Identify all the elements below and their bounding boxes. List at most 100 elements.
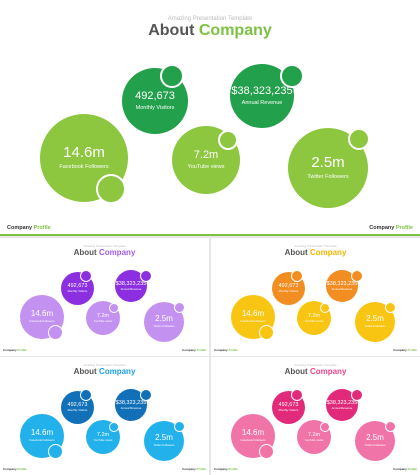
footer-left-word: Company (3, 467, 17, 471)
visitors-value: 492,673 (278, 283, 299, 290)
footer-left-word: Company (214, 348, 228, 352)
twitter-label: Twitter Followers (364, 443, 386, 448)
revenue-label: Annual Revenue (120, 286, 142, 291)
revenue-value: $38,323,235 (115, 280, 147, 287)
youtube-bubble (109, 303, 119, 313)
twitter-value: 2.5m (366, 314, 384, 324)
footer-left: Company Profile (3, 467, 27, 471)
twitter-circle: 2.5m Twitter Followers (288, 128, 368, 208)
youtube-label: YouTube views (304, 318, 324, 323)
slide-variant-purple: Amazing Presentation Template About Comp… (0, 238, 209, 356)
revenue-value: $38,323,235 (115, 399, 147, 406)
visitors-label: Monthly Visitors (278, 408, 299, 413)
footer-left-word: Company (3, 348, 17, 352)
title-word: About (73, 248, 97, 257)
facebook-label: Facebook Followers (29, 438, 55, 443)
visitors-bubble (291, 389, 303, 401)
footer-left: Company Profile (214, 348, 238, 352)
title-word: About (73, 367, 97, 376)
footer-left: Company Profile (7, 225, 51, 231)
twitter-bubble (174, 421, 185, 432)
footer-right-word: Company (182, 348, 196, 352)
visitors-circle: 492,673 Monthly Visitors (61, 272, 94, 305)
title-accent: Company (98, 248, 136, 257)
revenue-bubble (140, 270, 152, 282)
slide-title: About Company (0, 248, 209, 257)
footer-right: Company Profile (182, 467, 206, 471)
footer-right-accent: Profile (407, 348, 417, 352)
slide-subtitle: Amazing Presentation Template (83, 363, 126, 367)
footer-left-accent: Profile (33, 225, 51, 231)
facebook-bubble (48, 444, 63, 459)
slide-variant-orange: Amazing Presentation Template About Comp… (211, 238, 420, 356)
facebook-label: Facebook Followers (240, 438, 266, 443)
footer-right-word: Company (393, 348, 407, 352)
title-word: About (284, 248, 308, 257)
twitter-circle: 2.5m Twitter Followers (144, 302, 184, 342)
youtube-value: 7.2m (96, 312, 110, 319)
footer-left-accent: Profile (228, 348, 238, 352)
youtube-label: YouTube views (93, 318, 113, 323)
twitter-label: Twitter Followers (153, 324, 175, 329)
visitors-bubble (160, 64, 184, 88)
visitors-value: 492,673 (67, 283, 88, 290)
youtube-value: 7.2m (307, 312, 321, 319)
slide-title: About Company (0, 367, 209, 376)
footer-left: Company Profile (3, 348, 27, 352)
twitter-bubble (348, 128, 370, 150)
revenue-label: Annual Revenue (331, 405, 353, 410)
title-accent: Company (309, 248, 347, 257)
youtube-bubble (109, 422, 119, 432)
youtube-bubble (218, 130, 238, 150)
footer-right-accent: Profile (407, 467, 417, 471)
revenue-circle: $38,323,235 Annual Revenue (230, 64, 294, 128)
visitors-bubble (80, 270, 92, 282)
twitter-bubble (174, 302, 185, 313)
footer-left-word: Company (214, 467, 228, 471)
slide-subtitle: Amazing Presentation Template (294, 244, 337, 248)
twitter-label: Twitter Followers (153, 443, 175, 448)
facebook-bubble (96, 174, 126, 204)
twitter-label: Twitter Followers (307, 174, 349, 181)
visitors-value: 492,673 (278, 402, 299, 409)
visitors-bubble (291, 270, 303, 282)
revenue-bubble (280, 64, 304, 88)
facebook-label: Facebook Followers (29, 319, 55, 324)
slide-subtitle: Amazing Presentation Template (294, 363, 337, 367)
visitors-label: Monthly Visitors (67, 408, 88, 413)
visitors-value: 492,673 (135, 90, 175, 103)
slide-subtitle: Amazing Presentation Template (167, 16, 253, 22)
youtube-value: 7.2m (307, 431, 321, 438)
visitors-label: Monthly Visitors (278, 289, 299, 294)
revenue-label: Annual Revenue (241, 100, 283, 107)
twitter-bubble (385, 302, 396, 313)
footer-right: Company Profile (393, 348, 417, 352)
youtube-value: 7.2m (96, 431, 110, 438)
revenue-bubble (140, 389, 152, 401)
footer-right-accent: Profile (395, 225, 413, 231)
twitter-label: Twitter Followers (364, 324, 386, 329)
footer-left-accent: Profile (228, 467, 238, 471)
youtube-bubble (320, 422, 330, 432)
slide-variant-blue: Amazing Presentation Template About Comp… (0, 357, 209, 475)
youtube-value: 7.2m (193, 149, 219, 162)
facebook-bubble (259, 325, 274, 340)
title-word: About (284, 367, 308, 376)
revenue-bubble (351, 270, 363, 282)
footer-right-accent: Profile (196, 467, 206, 471)
slide-variant-pink: Amazing Presentation Template About Comp… (211, 357, 420, 475)
slide-main: Amazing Presentation Template About Comp… (0, 0, 420, 236)
footer-left: Company Profile (214, 467, 238, 471)
revenue-label: Annual Revenue (120, 405, 142, 410)
revenue-bubble (351, 389, 363, 401)
facebook-value: 14.6m (63, 143, 105, 161)
footer-right-word: Company (369, 225, 395, 231)
title-word: About (148, 22, 195, 39)
facebook-bubble (259, 444, 274, 459)
title-accent: Company (198, 22, 272, 39)
visitors-bubble (80, 389, 92, 401)
slide-title: About Company (211, 248, 420, 257)
youtube-label: YouTube views (93, 437, 113, 442)
slide-title: About Company (0, 22, 420, 40)
facebook-value: 14.6m (30, 309, 54, 319)
